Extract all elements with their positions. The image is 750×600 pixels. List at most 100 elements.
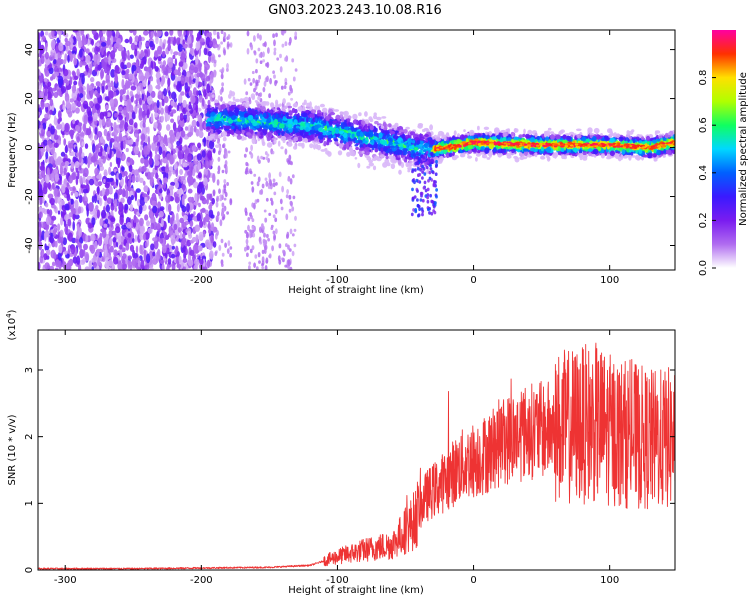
heatmap-cell [78,153,82,164]
heatmap-cell [186,265,189,270]
heatmap-cell [127,255,132,260]
heatmap-cell [57,118,61,125]
heatmap-cell [227,240,231,247]
heatmap-cell [125,112,130,122]
heatmap-cell [54,173,59,182]
heatmap-cell [45,43,48,52]
heatmap-cell [135,98,138,107]
heatmap-cell [117,235,122,245]
heatmap-cell [253,51,257,56]
heatmap-cell [286,189,289,195]
heatmap-cell [70,191,74,196]
heatmap-cell [182,99,187,108]
heatmap-cell [368,162,374,167]
heatmap-cell [41,35,46,40]
heatmap-cell [39,124,43,129]
heatmap-cell [113,128,119,136]
heatmap-cell [188,75,192,86]
heatmap-cell [47,81,52,88]
heatmap-cell [97,59,100,65]
heatmap-cell [64,122,70,133]
heatmap-cell [46,140,52,146]
heatmap-cell [77,206,82,214]
heatmap-cell [222,38,226,43]
heatmap-cell [292,195,296,200]
heatmap-cell [104,218,109,225]
heatmap-cell [74,161,80,169]
heatmap-cell [124,38,130,44]
heatmap-cell [72,119,76,125]
heatmap-cell [251,245,255,251]
heatmap-cell [136,85,141,95]
heatmap-cell [131,111,136,120]
heatmap-cell [218,54,221,58]
heatmap-cell [210,222,215,231]
heatmap-cell [195,234,199,243]
heatmap-cell [206,259,211,269]
heatmap-cell [54,240,58,248]
heatmap-cell [93,112,99,118]
heatmap-cell [208,220,211,231]
heatmap-cell [38,229,42,237]
heatmap-cell [59,104,63,111]
heatmap-cell [263,232,266,238]
heatmap-cell [212,147,216,154]
heatmap-cell [56,88,62,96]
heatmap-cell [151,200,157,207]
heatmap-cell [210,71,214,79]
heatmap-cell [54,115,57,123]
heatmap-cell [221,82,225,87]
heatmap-cell [106,197,112,204]
heatmap-cell [186,231,191,236]
heatmap-cell [82,234,86,241]
heatmap-cell [103,50,107,57]
heatmap-cell [265,257,269,264]
heatmap-cell [184,126,189,131]
heatmap-cell [120,120,125,126]
heatmap-cell [96,174,102,179]
heatmap-cell [54,195,59,204]
heatmap-cell [150,113,154,123]
heatmap-cell [109,138,115,143]
heatmap-cell [66,182,70,187]
heatmap-cell [273,138,277,145]
heatmap-cell [114,207,118,212]
heatmap-cell [168,185,174,191]
heatmap-cell [91,266,95,270]
heatmap-cell [62,59,67,65]
heatmap-cell [198,46,202,57]
heatmap-cell [38,71,42,76]
heatmap-cell [125,147,129,153]
heatmap-cell [79,187,82,195]
heatmap-cell [109,147,112,157]
heatmap-cell [138,40,142,50]
heatmap-cell [198,231,204,242]
heatmap-cell [140,157,145,164]
heatmap-cell [83,200,88,206]
heatmap-cell [54,259,61,268]
heatmap-cell [121,166,125,172]
heatmap-cell [258,53,262,58]
heatmap-cell [219,69,223,73]
heatmap-cell [288,194,292,200]
heatmap-cell [108,229,114,238]
heatmap-cell [96,131,103,138]
heatmap-cell [284,148,288,155]
heatmap-cell [273,39,276,47]
heatmap-cell [156,145,159,152]
heatmap-cell [114,112,118,118]
heatmap-cell [273,191,277,196]
heatmap-cell [94,66,99,72]
heatmap-cell [47,193,54,199]
heatmap-cell [248,261,252,265]
heatmap-cell [417,123,424,127]
heatmap-cell [188,64,195,75]
heatmap-cell [134,94,140,99]
heatmap-cell [145,241,148,248]
heatmap-cell [150,243,155,251]
heatmap-cell [219,197,223,202]
heatmap-cell [134,129,139,134]
heatmap-cell [199,38,205,43]
heatmap-cell [53,168,58,174]
heatmap-cell [53,252,57,260]
